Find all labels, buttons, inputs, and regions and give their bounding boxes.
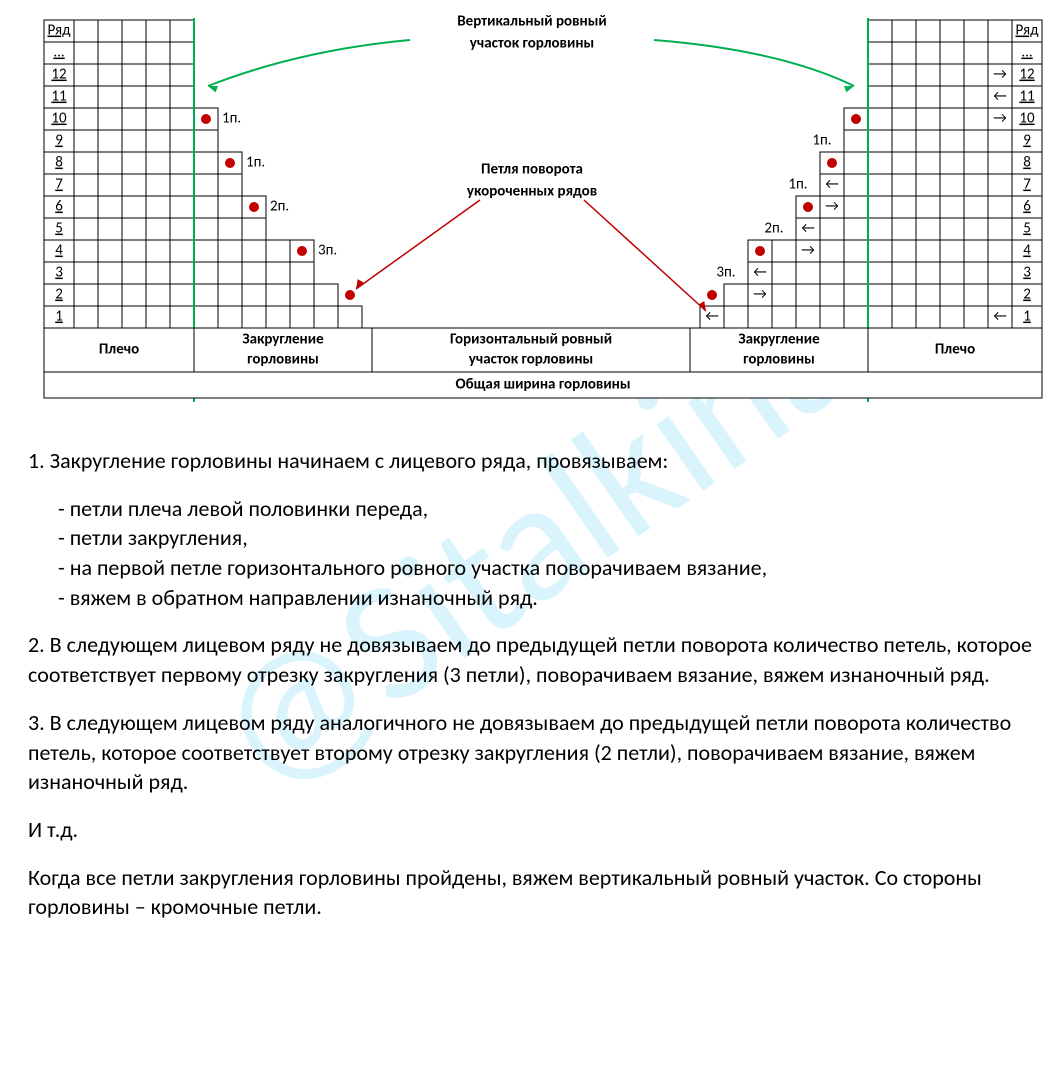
- svg-text:2п.: 2п.: [270, 198, 289, 216]
- svg-text:1: 1: [55, 308, 63, 326]
- svg-text:1п.: 1п.: [812, 132, 831, 150]
- svg-text:11: 11: [51, 88, 66, 106]
- svg-text:2п.: 2п.: [764, 220, 783, 238]
- svg-text:участок горловины: участок горловины: [469, 351, 593, 369]
- svg-text:Вертикальный ровный: Вертикальный ровный: [457, 13, 607, 31]
- svg-text:4: 4: [1023, 242, 1031, 260]
- svg-text:8: 8: [55, 154, 63, 172]
- svg-text:12: 12: [51, 66, 66, 84]
- svg-text:→: →: [993, 66, 1007, 84]
- para-1b: - петли закругления,: [28, 523, 1036, 553]
- svg-text:←: ←: [993, 308, 1007, 326]
- svg-text:10: 10: [51, 110, 67, 128]
- svg-text:Петля поворота: Петля поворота: [481, 161, 583, 179]
- svg-text:3п.: 3п.: [716, 264, 735, 282]
- svg-text:7: 7: [1023, 176, 1031, 194]
- svg-text:Закругление: Закругление: [242, 331, 324, 349]
- instructions: 1. Закругление горловины начинаем с лице…: [0, 430, 1064, 922]
- svg-text:←: ←: [825, 176, 839, 194]
- svg-text:3: 3: [1023, 264, 1031, 282]
- svg-text:Ряд: Ряд: [47, 22, 71, 40]
- svg-text:←: ←: [753, 264, 767, 282]
- svg-text:1п.: 1п.: [246, 154, 265, 172]
- para-2: 2. В следующем лицевом ряду не довязывае…: [28, 630, 1036, 689]
- neckline-diagram: Ряд...1211109876543211п.1п.2п.3п.Ряд...1…: [0, 0, 1064, 430]
- svg-text:5: 5: [1023, 220, 1031, 238]
- svg-text:горловины: горловины: [743, 351, 815, 369]
- svg-text:3: 3: [55, 264, 63, 282]
- svg-text:9: 9: [1023, 132, 1031, 150]
- svg-text:Горизонтальный ровный: Горизонтальный ровный: [450, 331, 612, 349]
- para-3: 3. В следующем лицевом ряду аналогичного…: [28, 708, 1036, 797]
- svg-text:6: 6: [1023, 198, 1031, 216]
- svg-text:Плечо: Плечо: [935, 341, 975, 359]
- svg-text:6: 6: [55, 198, 63, 216]
- para-1a: - петли плеча левой половинки переда,: [28, 494, 1036, 524]
- para-1c: - на первой петле горизонтального ровног…: [28, 553, 1036, 583]
- svg-text:участок горловины: участок горловины: [470, 35, 594, 53]
- para-4: И т.д.: [28, 815, 1036, 845]
- svg-text:1п.: 1п.: [788, 176, 807, 194]
- para-1: 1. Закругление горловины начинаем с лице…: [28, 446, 1036, 476]
- svg-text:1: 1: [1023, 308, 1031, 326]
- svg-text:Закругление: Закругление: [738, 331, 820, 349]
- svg-text:горловины: горловины: [247, 351, 319, 369]
- svg-text:2: 2: [1023, 286, 1031, 304]
- svg-text:←: ←: [993, 88, 1007, 106]
- svg-text:Ряд: Ряд: [1015, 22, 1039, 40]
- svg-text:5: 5: [55, 220, 63, 238]
- svg-text:1п.: 1п.: [222, 110, 241, 128]
- svg-text:8: 8: [1023, 154, 1031, 172]
- svg-text:→: →: [825, 198, 839, 216]
- svg-text:←: ←: [801, 220, 815, 238]
- svg-text:←: ←: [705, 308, 719, 326]
- svg-text:укороченных рядов: укороченных рядов: [467, 183, 597, 201]
- svg-text:12: 12: [1019, 66, 1034, 84]
- svg-text:7: 7: [55, 176, 63, 194]
- svg-text:...: ...: [1021, 44, 1032, 62]
- svg-text:4: 4: [55, 242, 63, 260]
- svg-text:→: →: [993, 110, 1007, 128]
- para-5: Когда все петли закругления горловины пр…: [28, 863, 1036, 922]
- svg-text:→: →: [753, 286, 767, 304]
- svg-text:11: 11: [1019, 88, 1034, 106]
- svg-text:...: ...: [53, 44, 64, 62]
- svg-text:9: 9: [55, 132, 63, 150]
- para-1d: - вяжем в обратном направлении изнаночны…: [28, 583, 1036, 613]
- svg-text:Общая ширина горловины: Общая ширина горловины: [455, 376, 630, 394]
- svg-text:2: 2: [55, 286, 63, 304]
- svg-text:→: →: [801, 242, 815, 260]
- svg-text:10: 10: [1019, 110, 1035, 128]
- svg-text:Плечо: Плечо: [99, 341, 139, 359]
- svg-text:3п.: 3п.: [318, 242, 337, 260]
